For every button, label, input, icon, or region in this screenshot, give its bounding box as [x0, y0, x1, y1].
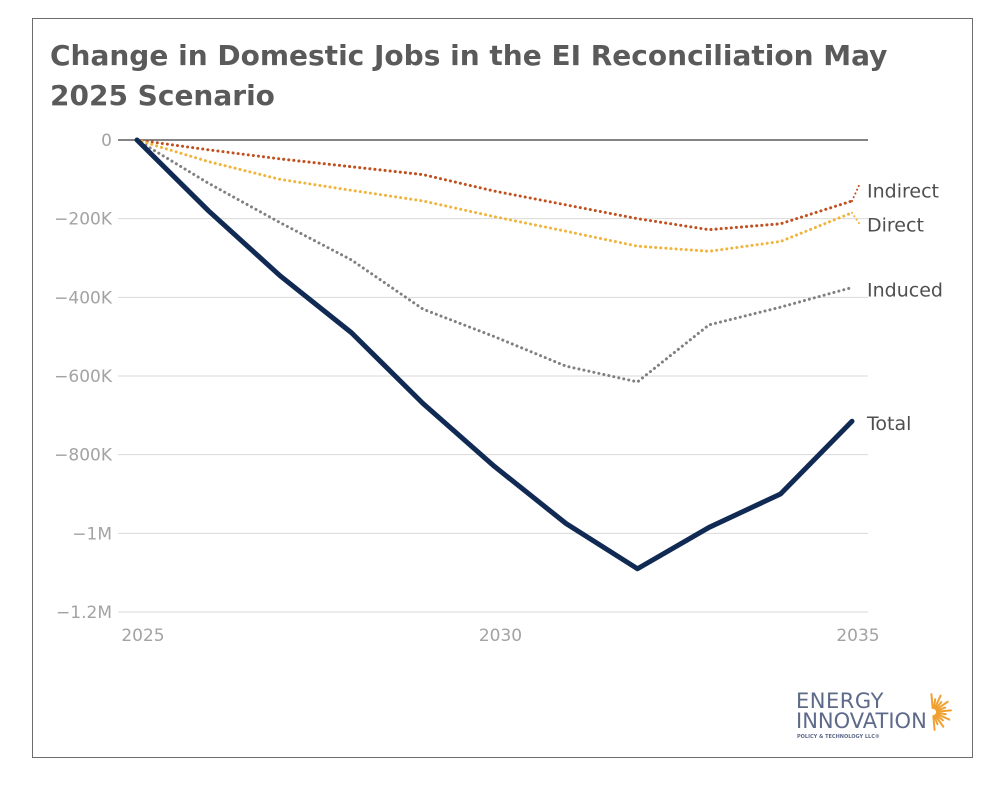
series-lines: [134, 137, 861, 572]
y-tick-label: −1M: [72, 524, 112, 544]
sun-ray: [935, 712, 951, 721]
series-leader-indirect: [851, 182, 861, 202]
x-tick-label: 2025: [121, 626, 164, 646]
y-tick-label: −400K: [54, 288, 113, 308]
sun-ray: [930, 693, 934, 710]
sun-ray: [932, 714, 936, 731]
energy-innovation-logo: ENERGY INNOVATION POLICY & TECHNOLOGY LL…: [796, 689, 952, 740]
series-label-direct: Direct: [867, 215, 924, 237]
series-label-total: Total: [866, 413, 911, 435]
x-tick-label: 2030: [479, 626, 522, 646]
sun-ray: [935, 700, 949, 711]
y-tick-label: −1.2M: [56, 603, 112, 623]
gridlines: [118, 139, 868, 613]
y-tick-label: −800K: [54, 446, 113, 466]
logo-line-innovation: INNOVATION: [796, 709, 927, 733]
series-line-indirect: [135, 138, 854, 232]
sun-burst-icon: [930, 693, 952, 731]
sun-ray: [934, 701, 943, 710]
series-line-direct: [135, 138, 854, 253]
chart-title: Change in Domestic Jobs in the EI Reconc…: [50, 39, 888, 112]
logo-line-energy: ENERGY: [796, 689, 884, 713]
y-tick-label: −600K: [54, 367, 113, 387]
x-tick-label: 2035: [836, 626, 879, 646]
series-labels: Indirect Direct Induced Total: [866, 180, 943, 435]
series-label-induced: Induced: [867, 279, 943, 301]
sun-ray: [935, 709, 952, 713]
sun-ray: [933, 714, 939, 726]
sun-ray: [934, 714, 945, 728]
series-line-total: [134, 137, 855, 572]
series-leader-direct: [851, 211, 861, 226]
logo-line-policy: POLICY & TECHNOLOGY LLC®: [797, 734, 880, 740]
sun-ray: [933, 694, 942, 710]
series-label-indirect: Indirect: [867, 180, 939, 202]
sun-ray: [935, 706, 947, 712]
series-line-induced: [135, 138, 854, 384]
axis-ticks: 0 −200K −400K −600K −800K −1M −1.2M 2025 2030 203…: [54, 131, 879, 646]
sun-ray: [935, 713, 944, 722]
sun-ray: [935, 711, 947, 716]
sun-ray: [932, 698, 937, 710]
y-tick-label: −200K: [54, 210, 113, 230]
chart-frame: [32, 18, 973, 758]
y-tick-label: 0: [101, 131, 112, 151]
